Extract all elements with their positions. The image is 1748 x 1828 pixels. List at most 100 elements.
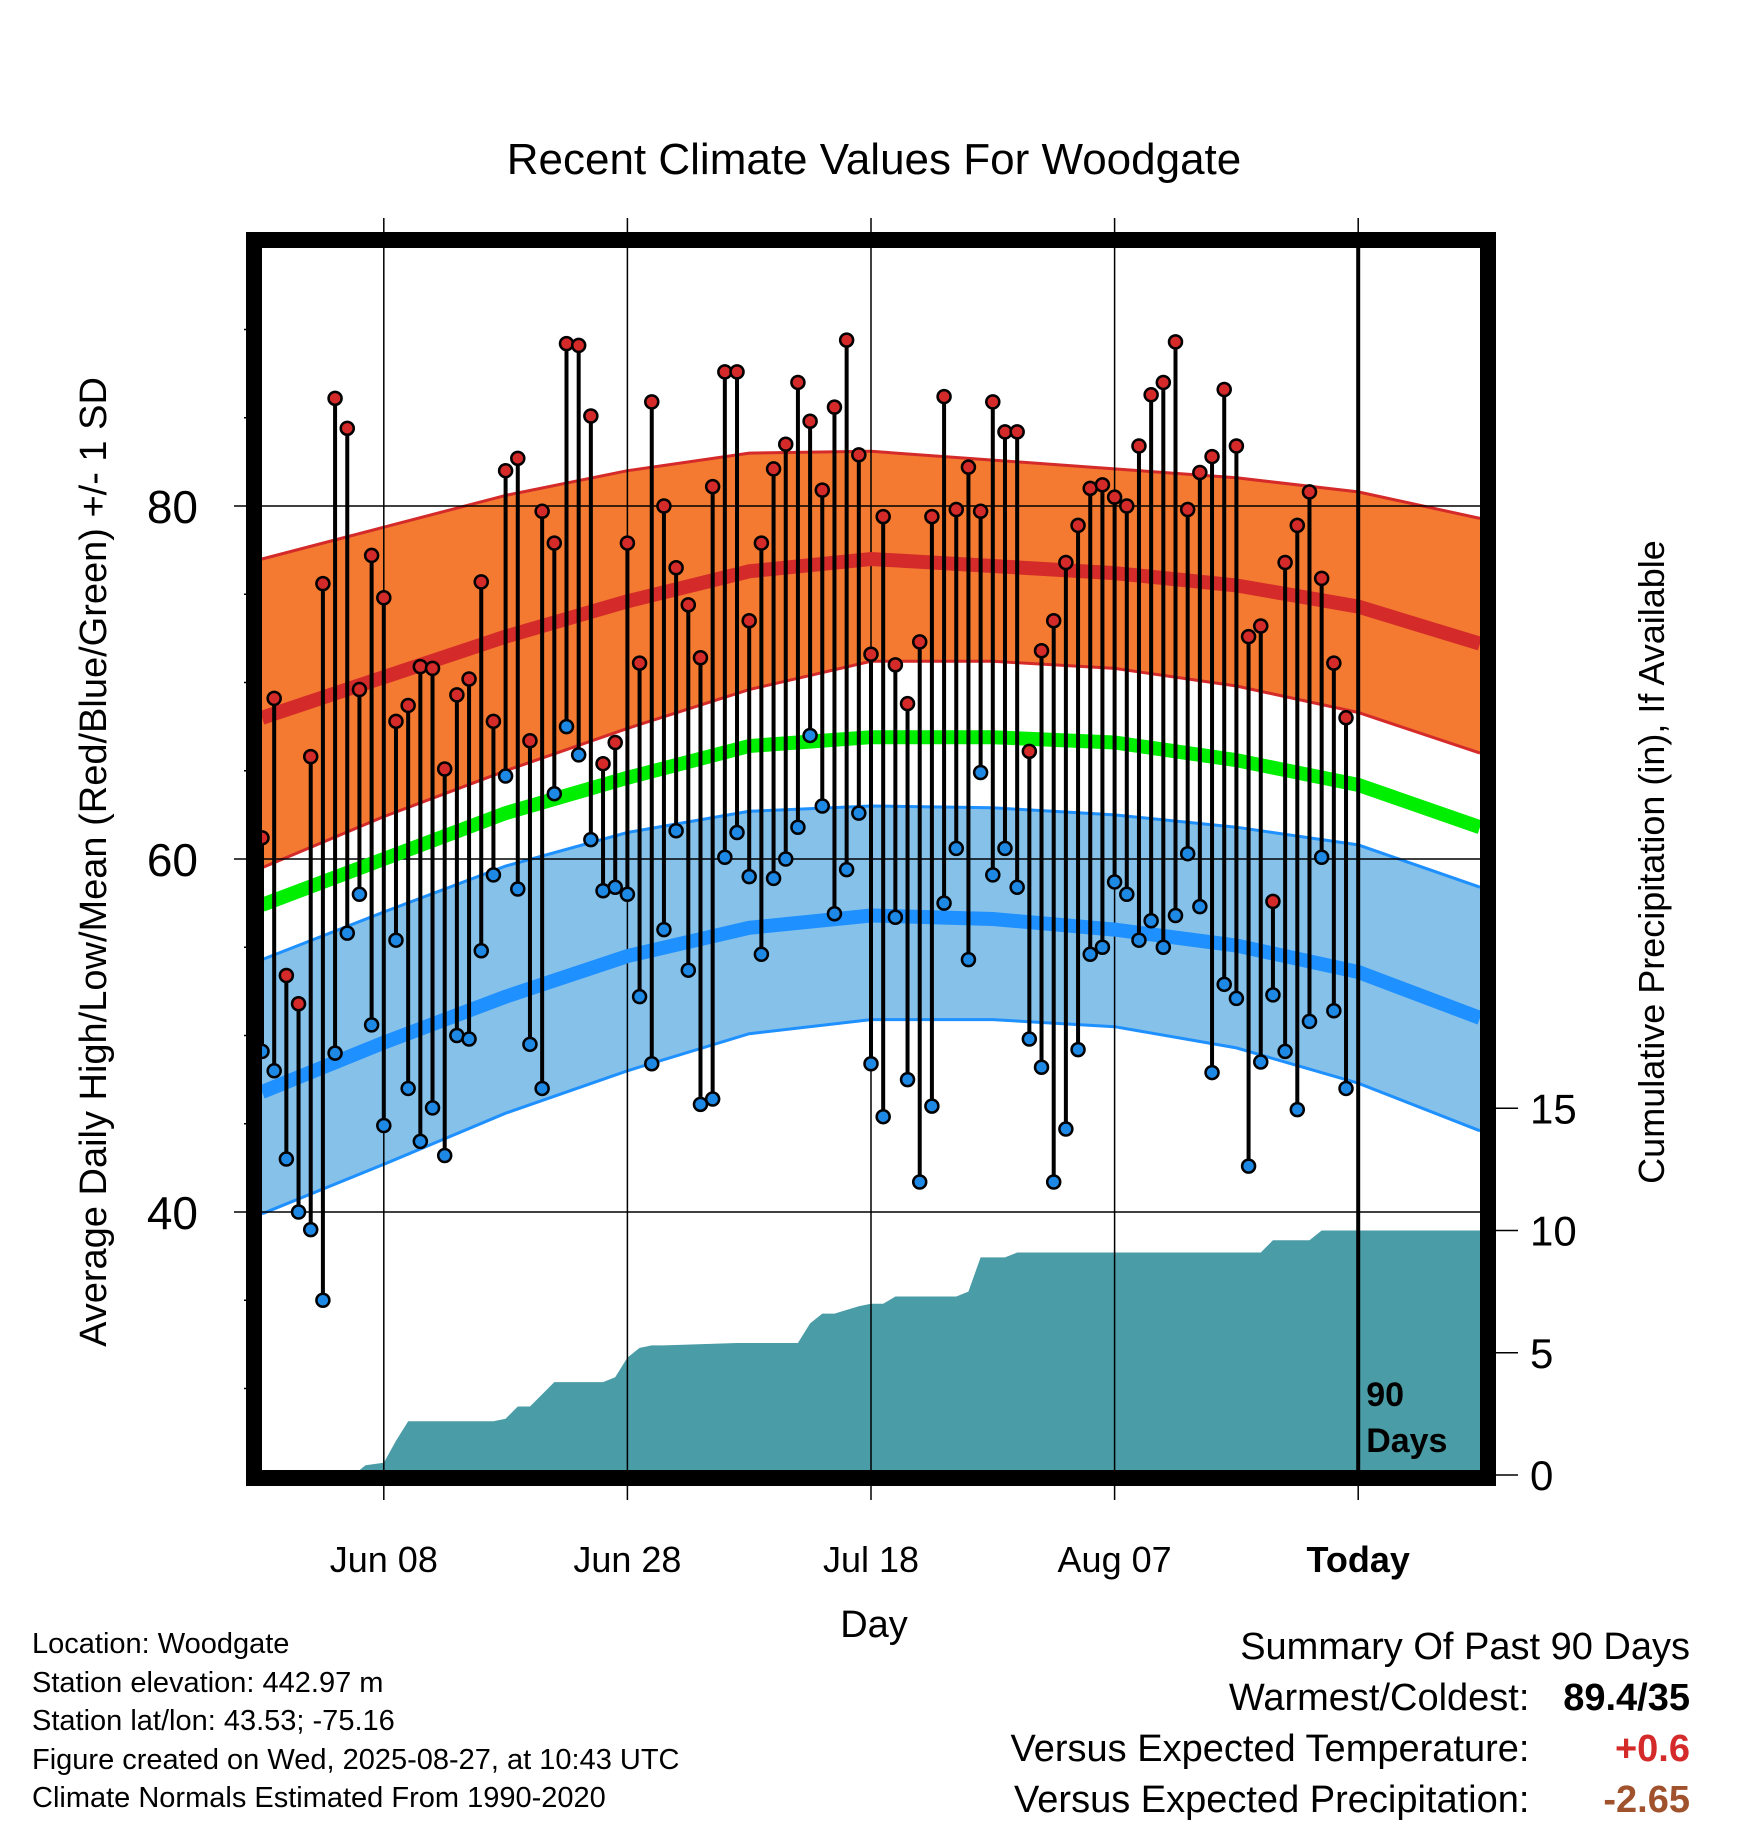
daily-high-point [1313,570,1330,587]
precip-label: Versus Expected Precipitation: [1014,1779,1530,1821]
daily-high-point [1179,501,1196,518]
daily-low-point [1192,898,1208,915]
daily-low-point [400,1080,416,1097]
warmest-value: 89.4/35 [1563,1677,1690,1719]
daily-low-point [656,921,672,938]
daily-high-point [875,508,891,525]
daily-low-point [412,1133,429,1150]
daily-low-point [278,1151,295,1167]
daily-high-point [741,612,757,629]
daily-low-point [741,868,757,885]
daily-low-point [936,895,952,911]
daily-low-point [497,768,514,784]
daily-high-point [558,335,575,352]
daily-low-point [644,1055,660,1072]
daily-low-point [1204,1064,1220,1081]
elevation-text: Station elevation: 442.97 m [32,1666,384,1699]
daily-low-point [485,867,502,883]
daily-low-point [1131,932,1147,948]
daily-high-point [461,671,477,687]
daily-high-point [960,459,977,475]
daily-high-point [619,535,636,551]
daily-low-point [960,951,977,968]
precip-value: -2.65 [1603,1779,1690,1821]
daily-high-point [911,634,928,650]
daily-high-point [473,574,489,590]
daily-high-point [1204,448,1220,465]
daily-low-point [911,1174,928,1190]
daily-low-point [1167,907,1184,924]
daily-low-point [522,1036,538,1053]
daily-high-point [400,697,416,714]
daily-low-point [899,1071,916,1088]
daily-low-point [1094,939,1111,955]
daily-low-point [802,727,818,744]
daily-low-point [838,861,855,878]
daily-low-point [875,1108,891,1125]
daily-high-point [1277,554,1293,571]
daily-low-point [1338,1080,1354,1097]
daily-high-point [595,755,611,772]
daily-low-point [1326,1003,1342,1019]
daily-high-point [1265,893,1281,910]
daily-low-point [753,946,770,963]
daily-low-point [668,823,684,839]
daily-low-point [339,925,356,941]
daily-high-point [1021,743,1038,760]
y2-tick-label: 15 [1530,1085,1577,1132]
y2-tick-label: 10 [1530,1208,1577,1255]
daily-low-point [631,988,648,1005]
daily-low-point [546,785,563,802]
daily-low-point [972,764,989,781]
daily-high-point [534,503,550,520]
daily-low-point [461,1031,477,1047]
daily-high-point [1301,484,1318,500]
daily-low-point [363,1017,380,1033]
daily-high-point [449,687,465,703]
daily-low-point [680,962,697,978]
daily-low-point [777,851,794,867]
daily-high-point [1216,381,1232,398]
today-marker-label-count: 90 [1366,1376,1404,1414]
daily-low-point [534,1080,550,1097]
summary-title: Summary Of Past 90 Days [1240,1626,1690,1668]
today-marker-label-days: Days [1366,1422,1447,1460]
daily-high-point [436,761,453,777]
location-text: Location: Woodgate [32,1628,290,1660]
daily-high-point [315,575,331,592]
daily-high-point [1033,642,1050,659]
daily-low-point [765,870,782,887]
daily-low-point [692,1096,709,1113]
daily-high-point [972,503,989,520]
daily-high-point [777,436,794,452]
daily-low-point [266,1063,282,1079]
daily-high-point [266,690,282,707]
daily-low-point [302,1221,319,1238]
summary-panel: Summary Of Past 90 Days Warmest/Coldest:… [1011,1622,1690,1826]
daily-high-point [790,374,806,391]
y-axis-label: Average Daily High/Low/Mean (Red/Blue/Gr… [73,377,115,1347]
daily-high-point [936,388,952,405]
daily-low-point [1289,1101,1306,1118]
daily-high-point [327,390,343,407]
daily-low-point [790,819,806,835]
daily-high-point [302,748,319,765]
daily-low-point [290,1204,307,1220]
daily-high-point [522,732,538,749]
daily-high-point [497,462,514,479]
daily-low-point [1216,976,1232,993]
daily-low-point [1301,1013,1318,1030]
daily-high-point [704,478,721,495]
daily-high-point [644,394,660,410]
daily-low-point [327,1045,343,1061]
daily-high-point [1253,618,1269,634]
y2-tick-label: 5 [1530,1330,1553,1377]
daily-high-point [510,450,526,467]
daily-low-point [1021,1031,1038,1047]
daily-low-point [1313,849,1330,865]
daily-low-point [1045,1174,1062,1190]
daily-high-point [887,657,904,673]
x-tick-label: Jul 18 [823,1539,919,1580]
daily-low-point [1253,1054,1269,1070]
y-tick-label: 40 [147,1187,198,1239]
